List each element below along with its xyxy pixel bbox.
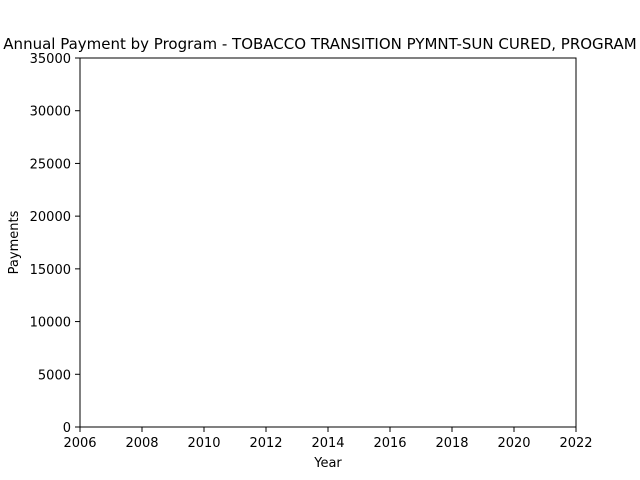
x-axis: 2006 2008 2010 2012 2014 2016 2018 2020 2022: [63, 427, 593, 451]
x-tick-label: 2016: [373, 436, 406, 451]
x-tick-label: 2014: [311, 436, 344, 451]
x-tick-label: 2022: [559, 436, 592, 451]
y-axis-label: Payments: [7, 210, 22, 274]
y-tick-label: 5000: [38, 368, 71, 383]
y-tick-label: 35000: [30, 52, 71, 67]
y-tick-label: 30000: [30, 105, 71, 120]
y-tick-label: 0: [63, 421, 71, 436]
x-tick-label: 2012: [249, 436, 282, 451]
x-tick-label: 2010: [187, 436, 220, 451]
x-axis-label: Year: [313, 456, 342, 471]
y-tick-label: 25000: [30, 157, 71, 172]
x-tick-label: 2006: [63, 436, 96, 451]
y-tick-label: 10000: [30, 316, 71, 331]
y-axis: 0 5000 10000 15000 20000 25000 30000 35000: [30, 52, 80, 436]
plot-area-frame: [79, 57, 577, 428]
y-tick-label: 20000: [30, 210, 71, 225]
x-tick-label: 2020: [497, 436, 530, 451]
x-tick-label: 2018: [435, 436, 468, 451]
chart-title: Annual Payment by Program - TOBACCO TRAN…: [3, 35, 636, 53]
y-tick-label: 15000: [30, 263, 71, 278]
x-tick-label: 2008: [125, 436, 158, 451]
